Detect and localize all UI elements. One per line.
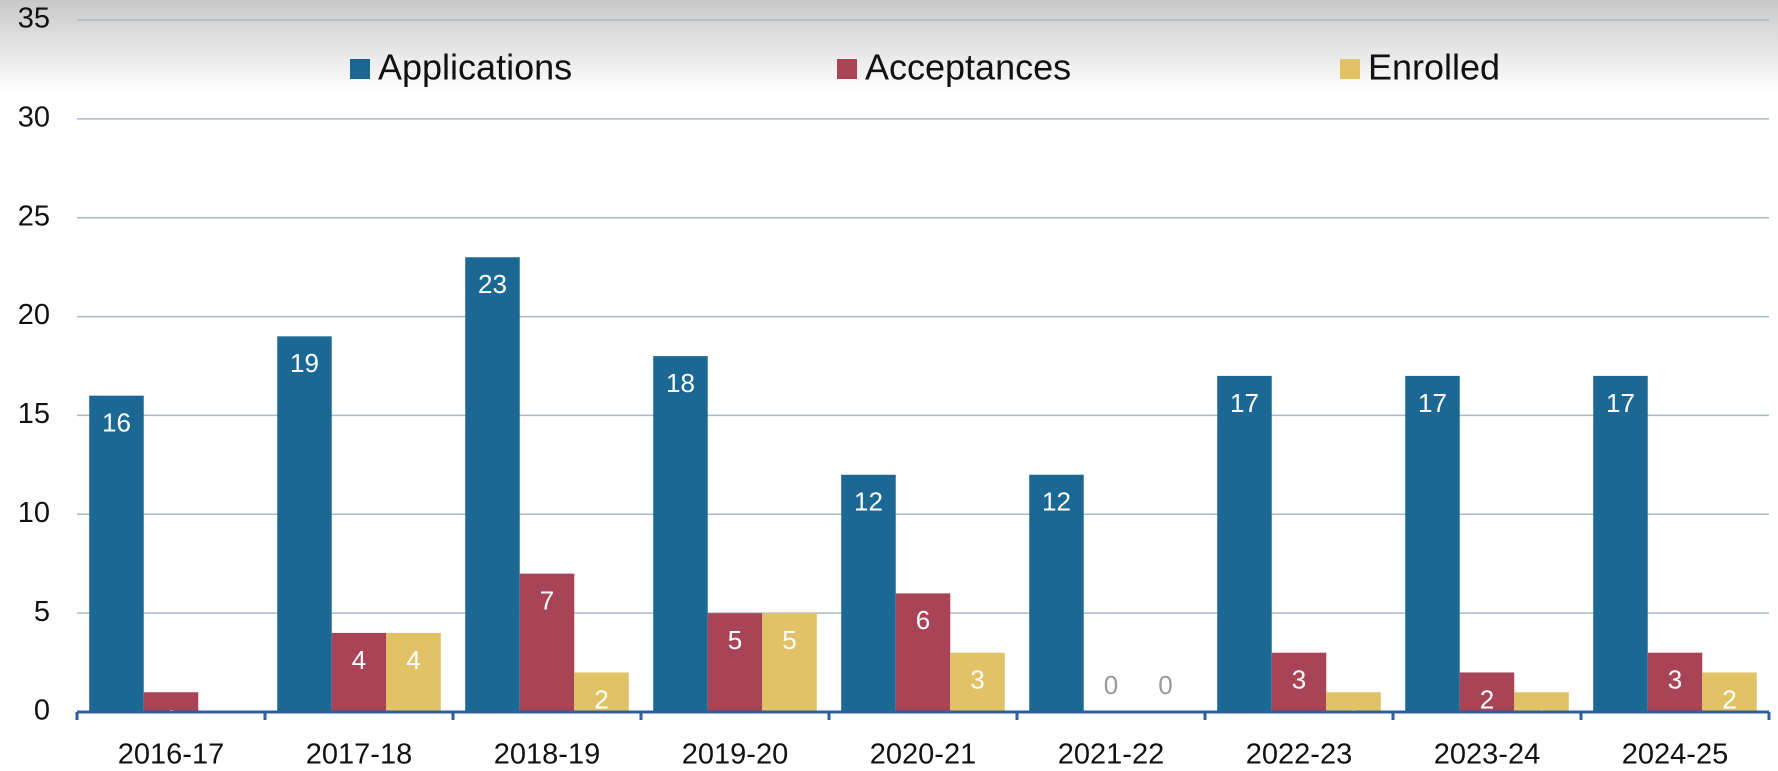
bar (707, 613, 763, 712)
x-tick-label: 2019-20 (682, 739, 788, 771)
data-label: 4 (352, 645, 366, 675)
data-label: 3 (1292, 665, 1306, 695)
data-label: 17 (1230, 388, 1259, 418)
legend-swatch (1340, 59, 1360, 79)
data-label: 1 (1534, 704, 1548, 734)
bar (465, 257, 520, 712)
bar (1405, 375, 1460, 712)
bar (386, 632, 441, 712)
data-label: 2 (1480, 684, 1494, 714)
x-tick-label: 2023-24 (1434, 739, 1540, 771)
bar (1647, 652, 1703, 712)
data-label: 5 (728, 625, 742, 655)
bar (89, 395, 144, 712)
y-tick-label: 0 (34, 695, 50, 727)
x-tick-label: 2018-19 (494, 739, 600, 771)
data-label: 1 (164, 704, 178, 734)
bar (1217, 375, 1272, 712)
bar (277, 336, 332, 712)
bar (1326, 692, 1381, 712)
bar (1593, 375, 1648, 712)
bar (1029, 474, 1084, 712)
y-tick-label: 25 (18, 200, 50, 232)
bar (895, 593, 951, 712)
data-label: 5 (782, 625, 796, 655)
data-label: 0 (1158, 670, 1172, 700)
legend-label: Applications (378, 47, 572, 88)
bar (653, 356, 708, 712)
data-label: 1 (1346, 704, 1360, 734)
bar (331, 632, 387, 712)
data-label: 17 (1418, 388, 1447, 418)
y-tick-label: 5 (34, 596, 50, 628)
data-label: 18 (666, 368, 695, 398)
data-label: 23 (478, 269, 507, 299)
data-label: 6 (916, 605, 930, 635)
y-tick-label: 15 (18, 398, 50, 430)
y-tick-label: 20 (18, 299, 50, 331)
data-label: 4 (406, 645, 420, 675)
bar (574, 672, 629, 712)
data-label: 12 (854, 487, 883, 517)
bar (519, 573, 575, 712)
bar (1514, 692, 1569, 712)
legend-swatch (837, 59, 857, 79)
x-tick-label: 2021-22 (1058, 739, 1164, 771)
data-label: 12 (1042, 487, 1071, 517)
data-label: 16 (102, 408, 131, 438)
data-label: 2 (594, 684, 608, 714)
data-label: 7 (540, 585, 554, 615)
bar (1459, 672, 1515, 712)
data-label: 19 (290, 348, 319, 378)
legend-label: Enrolled (1368, 47, 1500, 88)
legend-swatch (350, 59, 370, 79)
bar (1702, 672, 1757, 712)
bar (762, 613, 817, 712)
y-tick-label: 30 (18, 102, 50, 134)
bar (1271, 652, 1327, 712)
data-label: 3 (970, 665, 984, 695)
y-tick-label: 10 (18, 497, 50, 529)
bar (841, 474, 896, 712)
data-label: 17 (1606, 388, 1635, 418)
bar (143, 692, 199, 712)
bar (950, 652, 1005, 712)
x-tick-label: 2020-21 (870, 739, 976, 771)
data-label: 2 (1722, 684, 1736, 714)
x-tick-label: 2016-17 (118, 739, 224, 771)
data-label: 0 (1104, 670, 1118, 700)
y-tick-label: 35 (18, 3, 50, 35)
x-tick-label: 2017-18 (306, 739, 412, 771)
x-tick-label: 2022-23 (1246, 739, 1352, 771)
legend-label: Acceptances (865, 47, 1071, 88)
data-label: 3 (1668, 665, 1682, 695)
x-tick-label: 2024-25 (1622, 739, 1728, 771)
